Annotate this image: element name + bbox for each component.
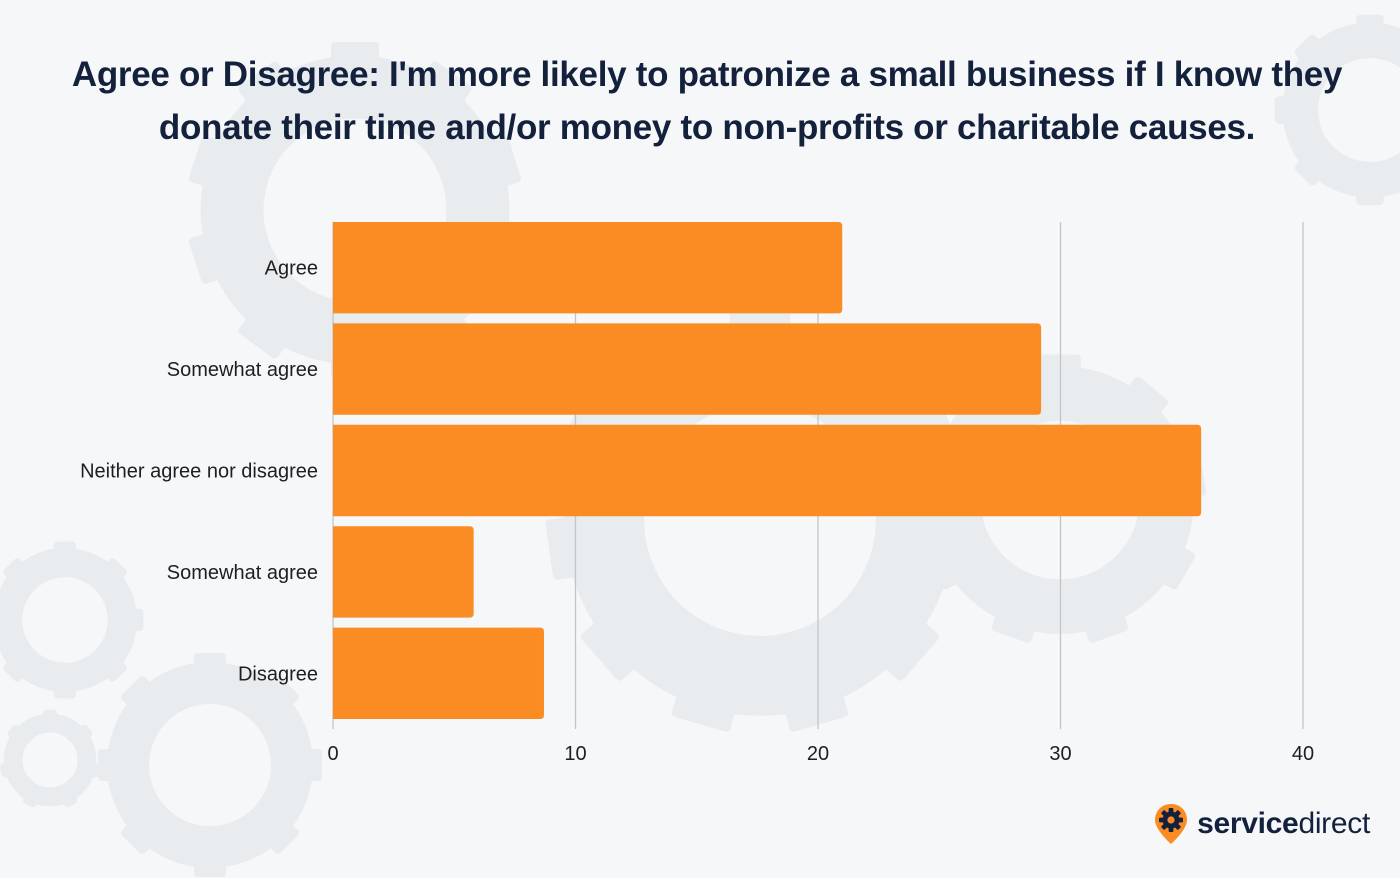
gear-pin-icon [1155, 804, 1188, 844]
bar [333, 222, 843, 314]
x-tick-label: 20 [807, 743, 829, 765]
y-category-label: Somewhat agree [167, 562, 318, 584]
brand-name-part1: service [1197, 807, 1299, 840]
y-category-label: Disagree [238, 663, 318, 685]
chart-title: Agree or Disagree: I'm more likely to pa… [71, 55, 1343, 147]
gear-watermark-icon [0, 541, 144, 699]
y-category-label: Somewhat agree [167, 359, 318, 381]
y-category-label: Agree [265, 258, 318, 280]
gear-watermark-icon [98, 653, 322, 877]
brand-name: servicedirect [1197, 807, 1370, 841]
gear-watermark-icon [1274, 14, 1400, 206]
x-tick-label: 30 [1049, 743, 1071, 765]
y-category-label: Neither agree nor disagree [80, 461, 318, 483]
bar [333, 424, 1202, 517]
x-tick-label: 10 [564, 743, 586, 765]
brand-logo: servicedirect [1153, 802, 1370, 846]
bar [333, 526, 474, 618]
gear-watermark-icon [0, 709, 100, 808]
bar [333, 627, 544, 719]
x-tick-label: 40 [1292, 743, 1314, 765]
x-tick-label: 0 [327, 743, 338, 765]
bar [333, 323, 1042, 415]
brand-name-part2: direct [1298, 807, 1370, 840]
